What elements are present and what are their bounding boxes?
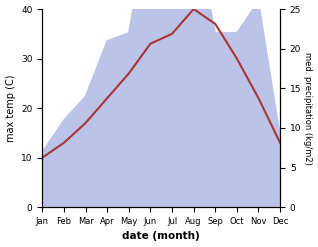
X-axis label: date (month): date (month)	[122, 231, 200, 242]
Y-axis label: med. precipitation (kg/m2): med. precipitation (kg/m2)	[303, 52, 313, 165]
Y-axis label: max temp (C): max temp (C)	[5, 74, 16, 142]
